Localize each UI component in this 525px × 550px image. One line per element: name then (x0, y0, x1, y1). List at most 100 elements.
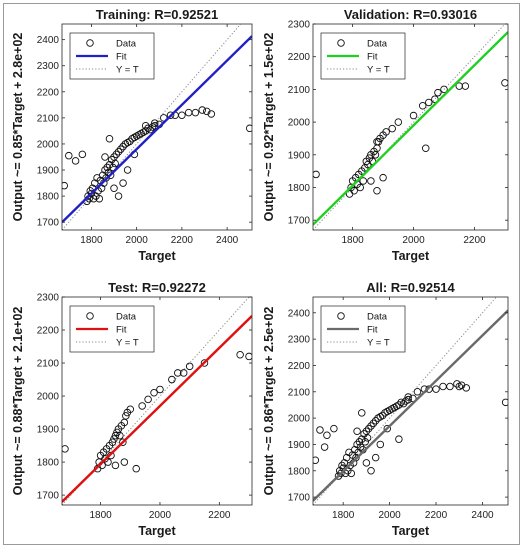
data-point (119, 438, 127, 447)
data-point (316, 426, 324, 434)
plot-content (313, 297, 508, 505)
plot-content (62, 24, 252, 230)
data-point (126, 405, 135, 414)
data-point (501, 79, 508, 87)
legend: Data Fit Y = T (320, 32, 406, 80)
data-point (455, 382, 464, 391)
data-point (101, 153, 109, 161)
data-point (434, 88, 442, 97)
data-point (330, 424, 338, 433)
plot-content (62, 297, 252, 505)
data-point (431, 95, 439, 103)
data-point (135, 131, 143, 139)
data-point (128, 134, 136, 143)
legend-label-identity: Y = T (116, 65, 139, 76)
data-point (323, 431, 331, 439)
y-tick-label: 1900 (288, 150, 311, 161)
x-tick-label: 2200 (171, 235, 194, 246)
data-point (320, 443, 329, 451)
x-tick-label: 1800 (89, 510, 112, 521)
data-point (440, 85, 448, 94)
data-point (334, 472, 343, 480)
legend-marker-data (337, 39, 345, 47)
y-axis-label: Output ~= 0.92*Target + 1.5e+02 (262, 33, 276, 222)
data-point (395, 401, 403, 409)
legend: Data Fit Y = T (69, 32, 155, 80)
data-point (446, 382, 454, 391)
y-tick-label: 2100 (288, 387, 311, 398)
x-tick-label: 2400 (216, 235, 239, 246)
data-point (62, 181, 69, 190)
data-point (418, 101, 427, 110)
data-point (130, 133, 139, 142)
legend: Data Fit Y = T (320, 305, 406, 353)
y-tick-label: 2400 (288, 308, 311, 319)
chart-title: Validation: R=0.93016 (344, 7, 477, 22)
data-point (114, 192, 123, 200)
data-point (65, 151, 73, 160)
data-point (236, 351, 244, 359)
x-tick-label: 2000 (126, 235, 149, 246)
data-point (394, 118, 403, 126)
data-point (432, 385, 440, 393)
chart-title: All: R=0.92514 (366, 280, 455, 295)
data-point (123, 166, 132, 174)
data-point (111, 159, 119, 168)
legend-label-identity: Y = T (116, 338, 139, 349)
data-point (383, 424, 392, 433)
data-point (313, 170, 320, 179)
y-axis-label: Output ~= 0.88*Target + 2.1e+02 (11, 307, 25, 496)
data-point (355, 438, 364, 446)
data-point (122, 412, 130, 420)
data-point (373, 137, 381, 146)
y-tick-label: 2200 (37, 326, 60, 337)
x-tick-label: 1800 (80, 235, 103, 246)
data-point (413, 388, 422, 396)
data-point (461, 82, 470, 90)
data-point (112, 150, 121, 159)
legend-marker-data (337, 312, 345, 320)
x-axis-label: Target (138, 524, 176, 538)
data-point (371, 453, 380, 462)
data-point (367, 177, 375, 185)
data-point (144, 124, 152, 133)
legend-label-data: Data (116, 312, 137, 323)
data-point (356, 183, 364, 192)
data-point (404, 393, 412, 401)
fit-line (313, 31, 508, 226)
y-tick-label: 1800 (37, 458, 60, 469)
data-point (178, 111, 186, 120)
data-point (110, 184, 118, 193)
data-point (376, 440, 385, 449)
x-tick-label: 2400 (471, 510, 494, 521)
data-point (353, 427, 361, 436)
chart-panel-1: 1800 2000 2200 2400 1700 1800 1900 2000 2100 2200… (11, 7, 253, 263)
y-tick-label: 2300 (288, 20, 311, 31)
data-point (123, 138, 132, 147)
y-tick-label: 1900 (37, 166, 60, 177)
legend-label-fit: Fit (367, 52, 378, 63)
data-point (174, 369, 182, 377)
legend-label-data: Data (367, 39, 388, 50)
data-point (132, 132, 141, 140)
data-point (425, 98, 433, 107)
legend: Data Fit Y = T (69, 305, 155, 353)
data-point (388, 124, 396, 133)
x-tick-label: 2000 (149, 510, 172, 521)
data-point (156, 385, 164, 394)
data-point (141, 127, 150, 135)
data-point (111, 461, 120, 470)
y-tick-label: 2400 (37, 35, 60, 46)
y-tick-label: 2200 (37, 87, 60, 98)
data-point (379, 173, 387, 182)
data-point (367, 422, 375, 430)
data-point (87, 189, 96, 198)
data-point (245, 352, 252, 361)
data-point (313, 456, 320, 464)
data-point (103, 163, 111, 172)
data-point (95, 194, 104, 203)
data-point (364, 424, 373, 433)
data-point (185, 362, 194, 371)
chart-panel-2: 1800 2000 2200 1700 1800 1900 2000 2100 2200 2300… (262, 7, 509, 263)
